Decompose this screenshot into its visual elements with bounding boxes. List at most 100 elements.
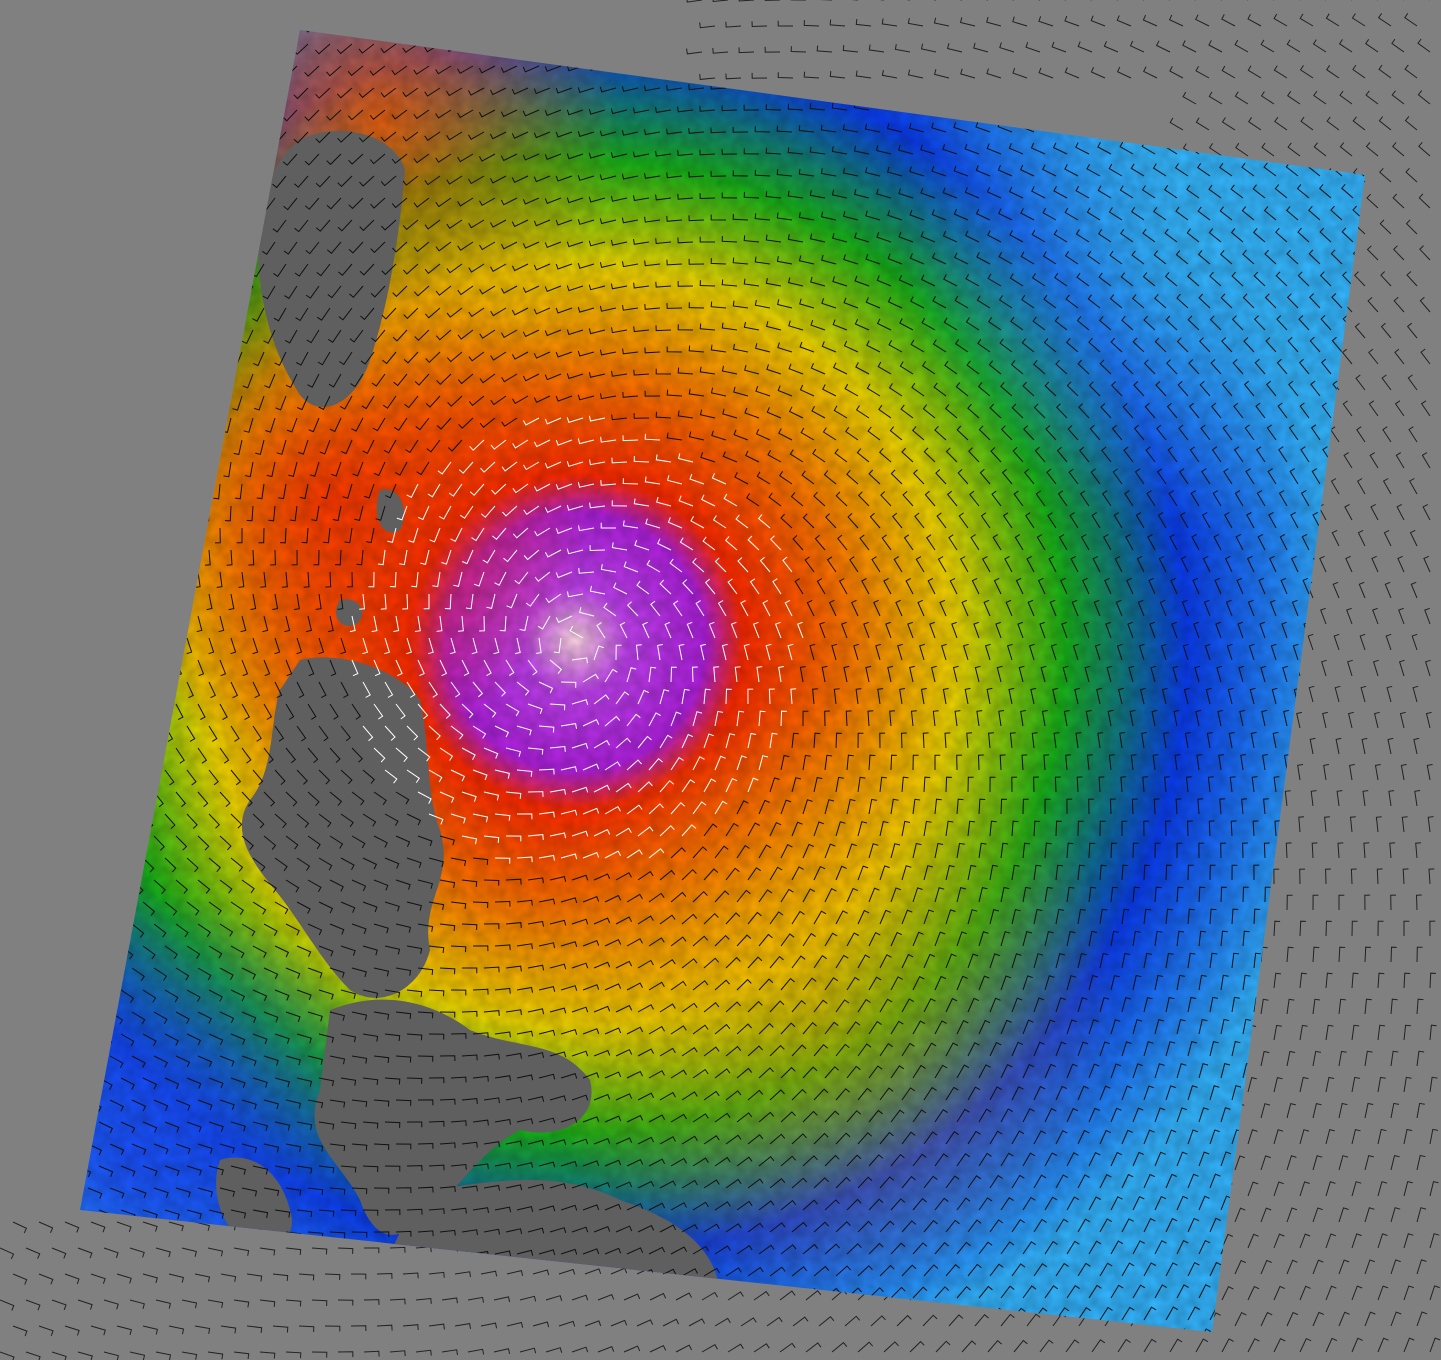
wind-barb	[1082, 577, 1090, 595]
wind-barb	[877, 688, 884, 705]
wind-barb	[472, 681, 484, 698]
wind-barb	[252, 989, 268, 1002]
wind-barb	[494, 987, 511, 994]
wind-barb	[929, 621, 936, 639]
wind-barb	[615, 737, 632, 749]
wind-barb	[943, 317, 958, 331]
wind-barb	[622, 391, 639, 398]
wind-barb	[1241, 162, 1255, 177]
wind-barb	[1084, 665, 1091, 683]
wind-barb	[506, 1269, 524, 1276]
wind-barb	[615, 1049, 633, 1057]
wind-barb	[538, 768, 555, 775]
wind-barb	[1331, 529, 1340, 547]
wind-barb	[967, 820, 976, 837]
wind-barb	[769, 1000, 785, 1013]
wind-barb	[1351, 1181, 1362, 1197]
wind-barb	[1429, 1337, 1441, 1353]
wind-barb	[1023, 425, 1035, 441]
wind-barb	[293, 131, 309, 144]
wind-barb	[1053, 732, 1060, 749]
wind-barb	[500, 285, 518, 294]
wind-barb	[1112, 468, 1123, 485]
wind-barb	[1338, 1102, 1348, 1119]
wind-barb	[951, 621, 958, 639]
wind-barb	[519, 615, 529, 632]
wind-barb	[998, 295, 1013, 309]
wind-barb	[457, 285, 474, 296]
wind-barb	[986, 687, 993, 705]
wind-barb	[516, 856, 533, 863]
wind-barb	[1299, 868, 1306, 885]
wind-barb	[389, 1298, 406, 1305]
wind-barb	[207, 1299, 224, 1308]
wind-barb	[701, 1344, 718, 1353]
wind-barb	[511, 307, 529, 316]
wind-barb	[362, 813, 377, 827]
wind-barb	[1121, 315, 1134, 331]
wind-barb	[956, 931, 967, 947]
wind-barb	[766, 1316, 783, 1327]
wind-barb	[1165, 996, 1175, 1013]
wind-barb	[865, 665, 872, 683]
wind-barb	[1060, 577, 1068, 595]
wind-barb	[1275, 271, 1288, 287]
wind-barb	[978, 975, 990, 991]
wind-barb	[776, 212, 793, 221]
wind-barb	[153, 967, 168, 981]
wind-barb	[479, 417, 496, 429]
wind-barb	[821, 254, 837, 265]
wind-barb	[512, 527, 529, 539]
wind-barb	[1338, 946, 1346, 963]
wind-barb	[1175, 250, 1189, 265]
wind-barb	[461, 879, 478, 887]
wind-barb	[1364, 1154, 1374, 1171]
wind-barb	[923, 447, 936, 463]
wind-barb	[1421, 452, 1431, 469]
wind-barb	[1415, 894, 1422, 911]
wind-barb	[194, 1273, 211, 1283]
wind-barb	[937, 556, 947, 573]
wind-barb	[351, 417, 364, 432]
wind-barb	[523, 549, 540, 561]
wind-barb	[274, 945, 290, 958]
wind-barb	[967, 997, 980, 1013]
wind-barb	[538, 986, 556, 992]
wind-barb	[633, 455, 650, 463]
wind-barb	[371, 373, 386, 387]
wind-barb	[490, 263, 507, 272]
wind-barb	[1000, 931, 1011, 947]
wind-barb	[1265, 380, 1277, 397]
wind-barb	[648, 892, 665, 903]
wind-barb	[380, 593, 387, 610]
wind-barb	[1366, 193, 1379, 209]
wind-barb	[655, 368, 672, 375]
wind-barb	[1342, 400, 1353, 417]
wind-barb	[527, 791, 544, 797]
wind-barb	[1247, 1285, 1260, 1301]
wind-barb	[677, 367, 694, 375]
wind-barb	[264, 373, 276, 389]
wind-barb	[402, 593, 409, 610]
wind-barb	[677, 410, 694, 419]
wind-barb	[1264, 886, 1271, 903]
wind-barb	[533, 483, 551, 492]
wind-barb	[1188, 402, 1200, 419]
wind-barb	[304, 30, 320, 33]
wind-barb	[615, 827, 632, 837]
wind-barb	[1299, 1024, 1308, 1041]
wind-barb	[1403, 920, 1410, 936]
wind-barb	[1203, 599, 1211, 617]
wind-barb	[887, 166, 903, 177]
wind-barb	[637, 959, 654, 969]
wind-barb	[824, 932, 838, 947]
wind-barb	[868, 1020, 882, 1035]
wind-barb	[1022, 1019, 1034, 1035]
wind-barb	[934, 425, 947, 441]
wind-barb	[922, 404, 936, 419]
wind-barb	[313, 549, 320, 566]
wind-barb	[1070, 555, 1079, 573]
wind-barb	[1234, 1259, 1247, 1275]
wind-barb	[467, 1296, 484, 1303]
wind-barb	[944, 732, 951, 749]
